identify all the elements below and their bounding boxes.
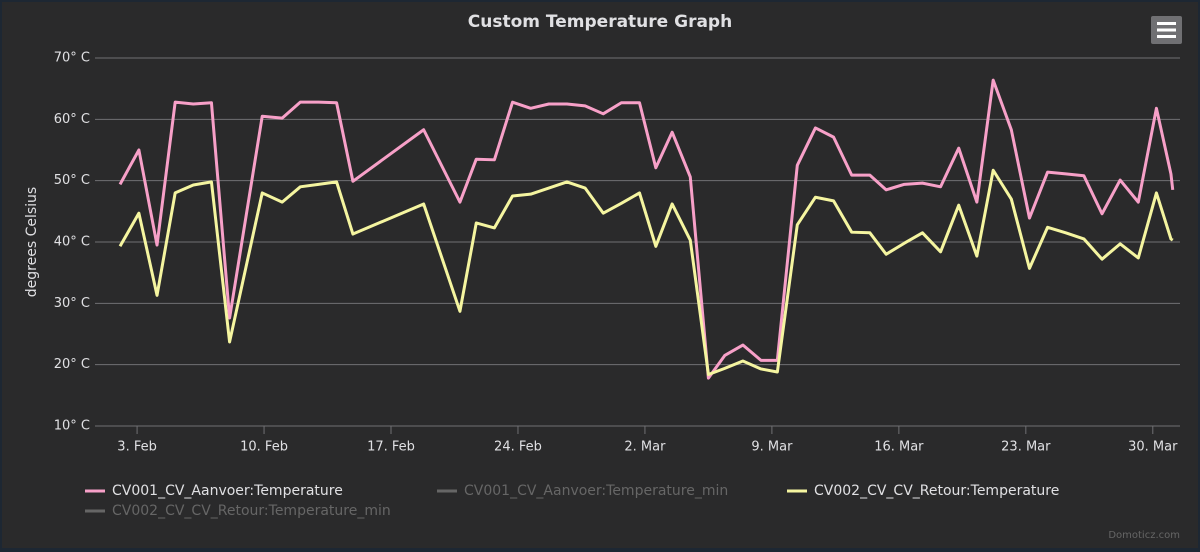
x-tick-label: 3. Feb — [117, 440, 157, 455]
x-tick-label: 2. Mar — [624, 440, 666, 455]
y-tick-label: 20° C — [54, 357, 90, 372]
legend-label: CV002_CV_CV_Retour:Temperature_min — [112, 503, 391, 519]
chart-title: Custom Temperature Graph — [468, 12, 732, 32]
legend-label: CV001_CV_Aanvoer:Temperature_min — [464, 483, 728, 499]
x-tick-label: 30. Mar — [1128, 440, 1178, 455]
menu-icon[interactable] — [1157, 35, 1176, 38]
x-tick-label: 16. Mar — [874, 440, 924, 455]
y-axis-title: degrees Celsius — [24, 187, 40, 297]
x-tick-label: 10. Feb — [240, 440, 288, 455]
x-tick-label: 17. Feb — [367, 440, 415, 455]
menu-button[interactable] — [1151, 16, 1182, 44]
x-tick-label: 9. Mar — [751, 440, 793, 455]
legend-label: CV001_CV_Aanvoer:Temperature — [112, 483, 343, 499]
y-tick-label: 50° C — [54, 173, 90, 188]
credit: Domoticz.com — [1108, 530, 1180, 541]
series-line — [118, 78, 1175, 380]
y-tick-label: 40° C — [54, 235, 90, 250]
menu-icon[interactable] — [1157, 28, 1176, 32]
legend-label: CV002_CV_CV_Retour:Temperature — [814, 483, 1059, 499]
y-tick-label: 60° C — [54, 112, 90, 127]
series-line — [118, 168, 1174, 376]
y-tick-label: 70° C — [54, 51, 90, 66]
x-tick-label: 23. Mar — [1001, 440, 1051, 455]
x-tick-label: 24. Feb — [494, 440, 542, 455]
y-tick-label: 10° C — [54, 419, 90, 434]
menu-icon[interactable] — [1157, 22, 1176, 25]
y-tick-label: 30° C — [54, 296, 90, 311]
